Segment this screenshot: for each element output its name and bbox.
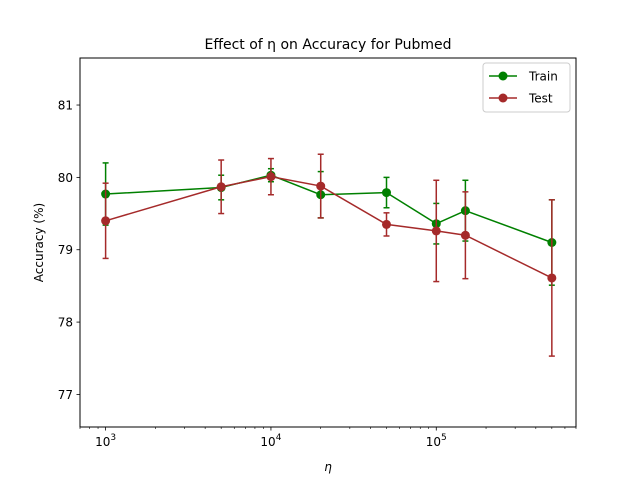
plot-frame bbox=[79, 57, 577, 428]
y-tick-label: 80 bbox=[58, 171, 73, 185]
y-axis-label: Accuracy (%) bbox=[32, 203, 46, 282]
x-tick-label: 104 bbox=[260, 433, 281, 449]
data-point bbox=[266, 172, 276, 182]
y-tick-label: 81 bbox=[58, 99, 73, 113]
chart-title: Effect of η on Accuracy for Pubmed bbox=[204, 37, 451, 53]
legend: Train Test bbox=[482, 62, 571, 113]
axis-ticks: 103 104 105 77 78 79 80 81 bbox=[58, 99, 577, 449]
series-line bbox=[105, 174, 553, 244]
x-axis-label: η bbox=[324, 460, 332, 474]
data-point bbox=[431, 226, 441, 236]
data-point bbox=[547, 273, 557, 283]
data-point bbox=[382, 188, 392, 198]
data-point bbox=[216, 182, 226, 192]
legend-marker bbox=[498, 71, 508, 81]
data-point bbox=[460, 230, 470, 240]
data-point bbox=[101, 216, 111, 226]
y-tick-label: 79 bbox=[58, 243, 73, 257]
data-point bbox=[382, 219, 392, 229]
x-tick-label: 105 bbox=[426, 433, 447, 449]
series-line bbox=[105, 175, 553, 279]
series-train bbox=[101, 162, 557, 286]
series-test bbox=[101, 153, 557, 357]
legend-label: Test bbox=[528, 92, 553, 106]
legend-label: Train bbox=[528, 70, 558, 84]
y-tick-label: 77 bbox=[58, 388, 73, 402]
legend-marker bbox=[498, 93, 508, 103]
x-tick-label: 103 bbox=[95, 433, 116, 449]
plot-area bbox=[101, 153, 557, 357]
data-point bbox=[316, 181, 326, 191]
y-tick-label: 78 bbox=[58, 316, 73, 330]
